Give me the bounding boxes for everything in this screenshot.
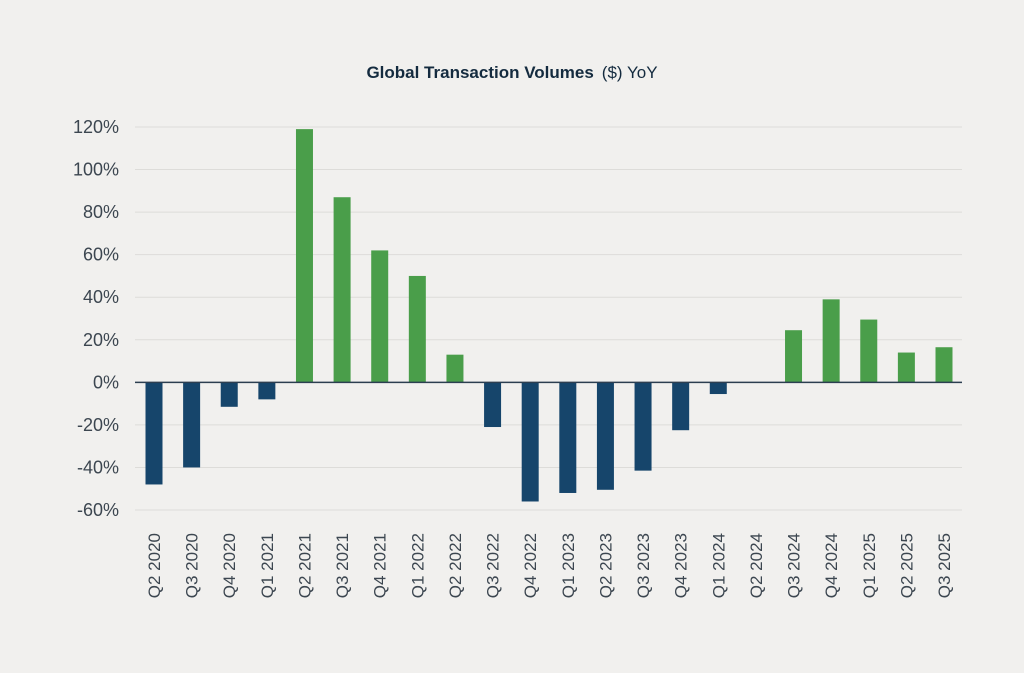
bar-q2-2021: [295, 129, 313, 383]
bar-q3-2024: [785, 330, 803, 383]
y-tick-label: 0%: [93, 372, 119, 392]
y-tick-label: 80%: [83, 202, 119, 222]
y-tick-label: 40%: [83, 287, 119, 307]
y-tick-label: 20%: [83, 330, 119, 350]
x-tick-label: Q2 2022: [446, 533, 465, 598]
y-tick-label: 100%: [73, 160, 119, 180]
bar-q1-2021: [258, 382, 276, 400]
y-tick-label: -20%: [77, 415, 119, 435]
x-tick-label: Q4 2024: [822, 533, 841, 598]
chart-title-bold: Global Transaction Volumes: [366, 63, 593, 82]
y-tick-label: -40%: [77, 457, 119, 477]
x-tick-label: Q2 2025: [897, 533, 916, 598]
bar-q3-2021: [333, 197, 351, 383]
x-tick-label: Q1 2024: [709, 533, 728, 598]
x-tick-label: Q3 2023: [634, 533, 653, 598]
bar-q2-2020: [145, 382, 163, 485]
bar-q4-2021: [371, 250, 389, 383]
bar-q2-2025: [897, 352, 915, 383]
bar-q4-2024: [822, 299, 840, 383]
bar-q3-2020: [183, 382, 201, 468]
chart-title-suffix: ($) YoY: [602, 63, 658, 82]
bar-q3-2022: [484, 382, 502, 428]
x-tick-label: Q4 2022: [521, 533, 540, 598]
y-tick-label: 120%: [73, 117, 119, 137]
bar-q1-2025: [860, 319, 878, 383]
bar-q1-2023: [559, 382, 577, 493]
x-tick-label: Q1 2021: [258, 533, 277, 598]
bar-q3-2023: [634, 382, 652, 471]
chart-title: Global Transaction Volumes ($) YoY: [366, 63, 657, 82]
x-tick-label: Q3 2025: [935, 533, 954, 598]
bar-q3-2025: [935, 347, 953, 383]
y-tick-label: 60%: [83, 245, 119, 265]
x-tick-label: Q3 2020: [183, 533, 202, 598]
x-tick-label: Q2 2021: [295, 533, 314, 598]
x-tick-label: Q1 2025: [860, 533, 879, 598]
x-tick-label: Q3 2021: [333, 533, 352, 598]
x-tick-label: Q4 2021: [371, 533, 390, 598]
bar-q2-2023: [596, 382, 614, 490]
bar-q4-2023: [672, 382, 690, 431]
x-tick-label: Q2 2024: [747, 533, 766, 598]
x-tick-label: Q3 2022: [484, 533, 503, 598]
bar-q2-2022: [446, 354, 464, 383]
bar-q1-2024: [709, 382, 727, 395]
y-tick-label: -60%: [77, 500, 119, 520]
bar-q4-2020: [220, 382, 238, 407]
x-tick-label: Q4 2023: [672, 533, 691, 598]
x-tick-label: Q2 2020: [145, 533, 164, 598]
x-tick-label: Q4 2020: [220, 533, 239, 598]
x-tick-label: Q1 2023: [559, 533, 578, 598]
bar-q1-2022: [408, 275, 426, 383]
x-tick-label: Q1 2022: [408, 533, 427, 598]
x-tick-label: Q3 2024: [785, 533, 804, 598]
bar-q4-2022: [521, 382, 539, 502]
x-tick-label: Q2 2023: [596, 533, 615, 598]
